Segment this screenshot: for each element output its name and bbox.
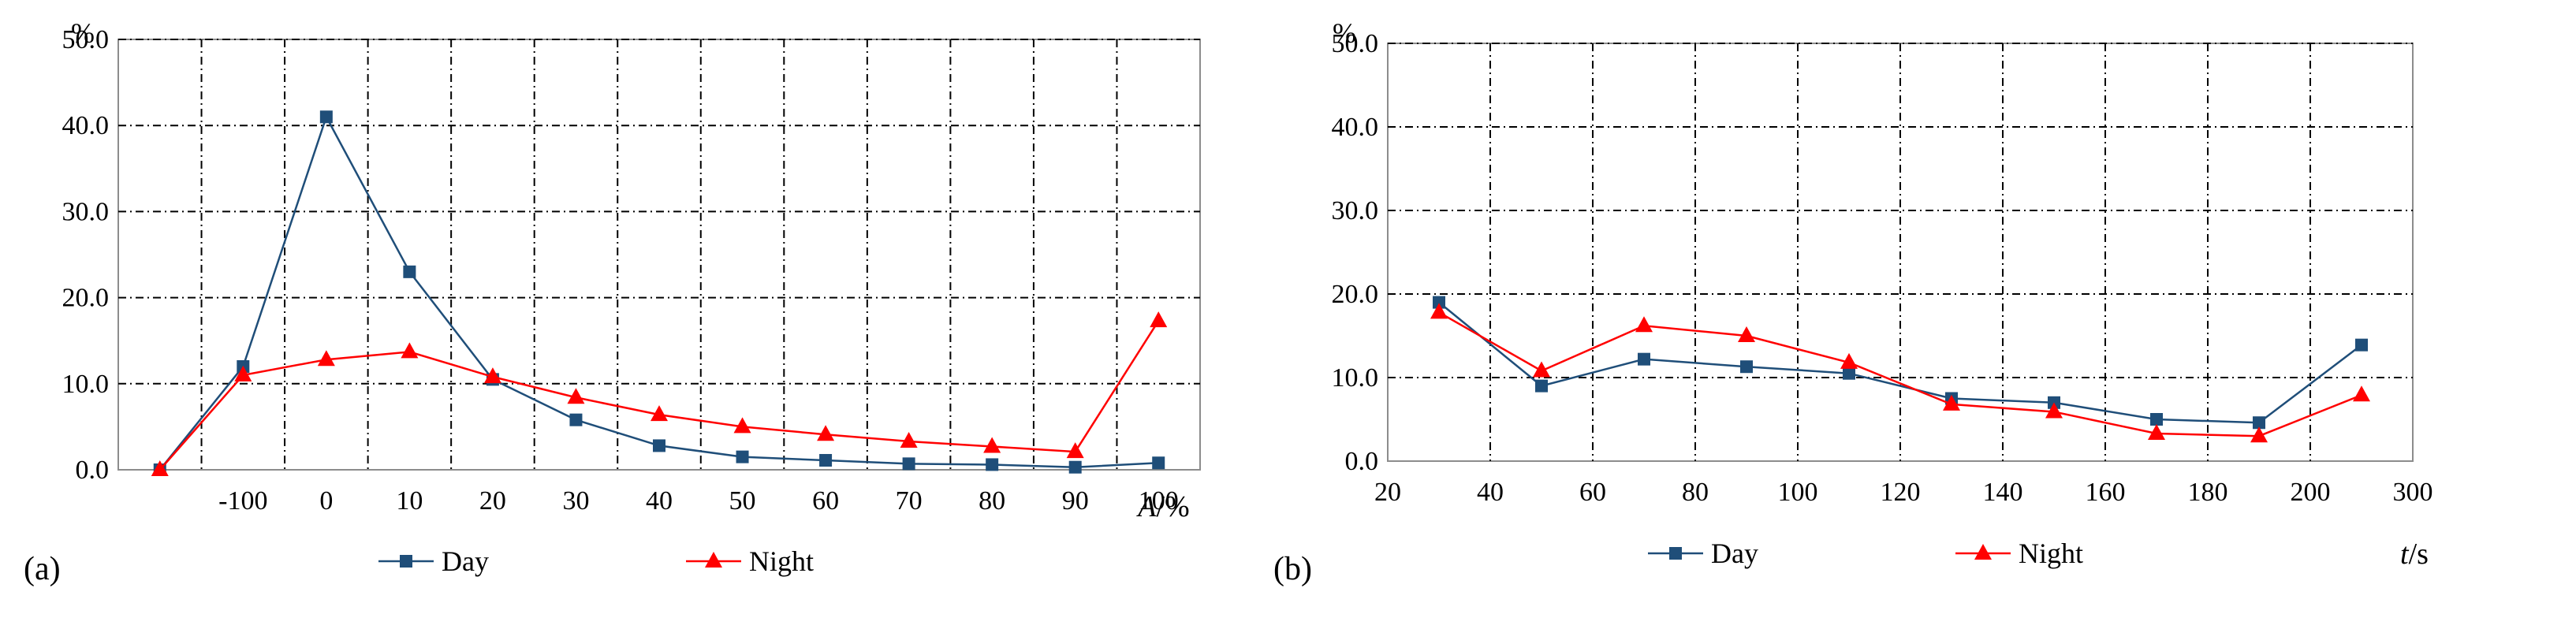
x-axis-label-unit: /s (2409, 538, 2429, 571)
series-line-day (1438, 301, 2362, 424)
x-tick-label: 20 (479, 486, 506, 515)
x-tick-label: 100 (1139, 486, 1179, 515)
data-point-night (1840, 352, 1858, 369)
x-axis-label-variable: A (1135, 490, 1157, 523)
data-point-night (483, 367, 501, 384)
data-point-night (1738, 326, 1755, 342)
y-unit-label: % (71, 17, 95, 49)
x-tick-label: 60 (812, 486, 839, 515)
chart-panel-b: 0.0 10.0 20.0 30.0 40.0 50.0 20 40 60 80 100 120 140… (1273, 17, 2433, 587)
y-tick-label: 20.0 (62, 284, 110, 313)
y-tick-label: 40.0 (62, 111, 110, 140)
x-axis-label: t/s (2400, 538, 2429, 571)
x-tick-label: 80 (979, 486, 1005, 515)
data-point-day (2150, 413, 2163, 426)
y-tick-label: 0.0 (1345, 447, 1379, 476)
data-point-night (1150, 311, 1168, 328)
x-tick-label: 0 (319, 486, 333, 515)
data-point-day (319, 110, 333, 124)
x-tick-label: 120 (1881, 478, 1921, 507)
data-point-night (317, 350, 335, 367)
data-point-day (1068, 460, 1082, 474)
data-point-day (403, 265, 416, 278)
data-point-night (401, 342, 419, 359)
x-tick-label: 20 (1374, 478, 1401, 507)
y-tick-label: 30.0 (1332, 196, 1379, 225)
y-unit-label: % (1333, 17, 1356, 49)
x-tick-label: 40 (1477, 478, 1504, 507)
data-point-night (1066, 442, 1084, 459)
legend-label-day: Day (1711, 538, 1758, 569)
legend-label-night: Night (749, 545, 814, 577)
data-point-day (819, 453, 833, 467)
data-point-night (1943, 394, 1960, 411)
panel-label: (b) (1273, 551, 1312, 587)
data-point-day (653, 439, 665, 452)
data-point-night (651, 405, 668, 422)
x-tick-label: 160 (2086, 478, 2126, 507)
data-point-night (2045, 402, 2063, 419)
chart-panel-a: 0.0 10.0 20.0 30.0 40.0 50.0 -100 0 10 20 30 40 50 60… (24, 17, 1201, 587)
x-tick-label: 300 (2393, 478, 2433, 507)
data-point-day (736, 450, 749, 463)
x-tick-label: 140 (1983, 478, 2023, 507)
y-tick-label: 40.0 (1332, 113, 1379, 142)
legend-marker-triangle (1974, 544, 1992, 560)
data-point-night (234, 365, 252, 381)
data-point-day (2355, 338, 2368, 352)
data-point-night (2148, 424, 2165, 441)
y-tick-label: 10.0 (1332, 363, 1379, 393)
y-tick-label: 20.0 (1332, 280, 1379, 309)
x-tick-label: 180 (2188, 478, 2228, 507)
data-point-night (983, 437, 1001, 453)
data-point-day (1740, 360, 1753, 374)
x-axis-label-unit: /% (1157, 490, 1190, 523)
data-point-day (1535, 379, 1548, 393)
data-point-day (1433, 296, 1445, 309)
data-point-day (569, 413, 583, 426)
legend-label-day: Day (442, 545, 489, 577)
data-point-night (900, 431, 918, 448)
data-point-day (986, 458, 999, 471)
y-tick-label: 0.0 (76, 456, 110, 485)
x-tick-label: 60 (1579, 478, 1606, 507)
x-tick-label: 80 (1682, 478, 1709, 507)
x-axis-label: A/% (1135, 490, 1189, 523)
x-tick-label: 70 (896, 486, 923, 515)
legend-label-night: Night (2019, 538, 2083, 569)
x-tick-label: 50 (729, 486, 756, 515)
data-point-night (733, 417, 751, 434)
y-tick-label: 50.0 (62, 25, 110, 54)
legend-marker-triangle (705, 552, 722, 568)
data-point-night (817, 425, 835, 441)
data-point-night (1635, 316, 1653, 333)
data-point-day (902, 457, 915, 471)
data-point-night (151, 460, 169, 476)
panel-label: (a) (24, 551, 61, 587)
series-line-night (1438, 311, 2362, 437)
y-tick-label: 30.0 (62, 197, 110, 226)
x-tick-label: 200 (2291, 478, 2331, 507)
x-tick-label: 90 (1062, 486, 1089, 515)
data-point-day (2253, 416, 2265, 430)
y-tick-label: 50.0 (1332, 29, 1379, 58)
x-axis-label-variable: t (2400, 538, 2410, 571)
legend-marker-square (400, 555, 412, 568)
data-point-day (1152, 456, 1165, 470)
x-tick-label: 100 (1778, 478, 1818, 507)
data-point-night (1533, 361, 1550, 378)
data-point-night (2250, 426, 2268, 443)
data-point-night (2353, 385, 2370, 402)
legend-marker-square (1669, 547, 1682, 560)
x-tick-label: 30 (562, 486, 589, 515)
x-tick-label: 10 (396, 486, 423, 515)
y-tick-label: 10.0 (62, 370, 110, 399)
x-tick-label: -100 (218, 486, 267, 515)
data-point-day (1843, 367, 1855, 380)
data-point-night (567, 388, 585, 404)
data-point-day (1638, 352, 1650, 366)
data-point-night (1430, 303, 1448, 319)
x-tick-label: 40 (646, 486, 673, 515)
